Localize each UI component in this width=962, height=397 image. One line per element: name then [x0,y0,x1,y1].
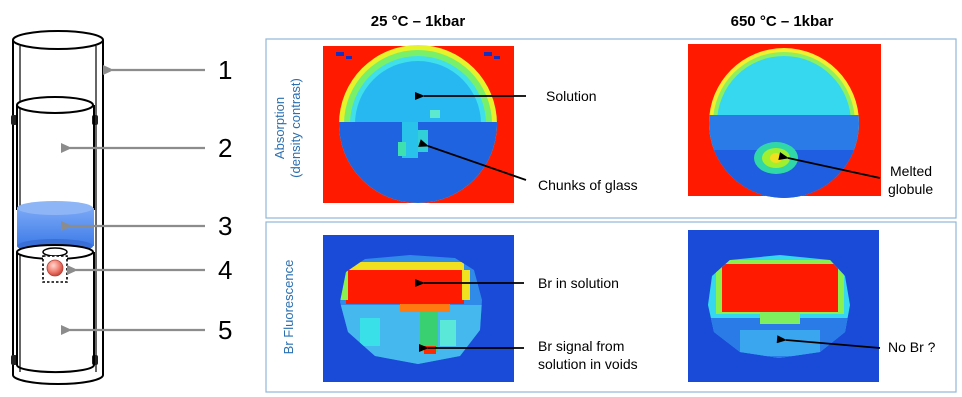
column-heading-25c: 25 °C – 1kbar [371,13,466,30]
part-numbers: 1 2 3 4 5 [218,55,232,345]
part-number-3: 3 [218,211,232,241]
fluorescence-panel [265,221,957,393]
label-no-br: No Br ? [888,339,936,355]
label-br-in-solution: Br in solution [538,275,619,291]
annotation-arrows [415,92,881,352]
label-chunks-of-glass: Chunks of glass [538,177,638,193]
label-br-signal-1: Br signal from [538,338,624,354]
upper-piston [16,96,95,210]
absorption-row-label-2: (density contrast) [288,78,303,178]
absorption-panel [265,38,957,219]
column-heading-650c: 650 °C – 1kbar [731,13,834,30]
label-melted-globule-1: Melted [890,163,932,179]
label-melted-globule-2: globule [888,181,933,197]
part-number-5: 5 [218,315,232,345]
cell-schematic: 1 2 3 4 5 [11,30,232,385]
label-solution: Solution [546,88,597,104]
part-number-2: 2 [218,133,232,163]
part-number-4: 4 [218,255,232,285]
map-fluorescence-25c [323,235,514,382]
absorption-row-label: Absorption [272,97,287,159]
map-absorption-650c [688,44,881,198]
label-br-signal-2: solution in voids [538,356,638,372]
fluorescence-row-label: Br Fluorescence [281,260,296,355]
map-absorption-25c [323,45,514,203]
map-fluorescence-650c [688,230,879,382]
absorption-label-line1: Absorption [272,97,287,159]
outer-cylinder [12,30,104,385]
part-number-1: 1 [218,55,232,85]
part-arrows [61,65,205,335]
lower-piston [16,244,95,374]
